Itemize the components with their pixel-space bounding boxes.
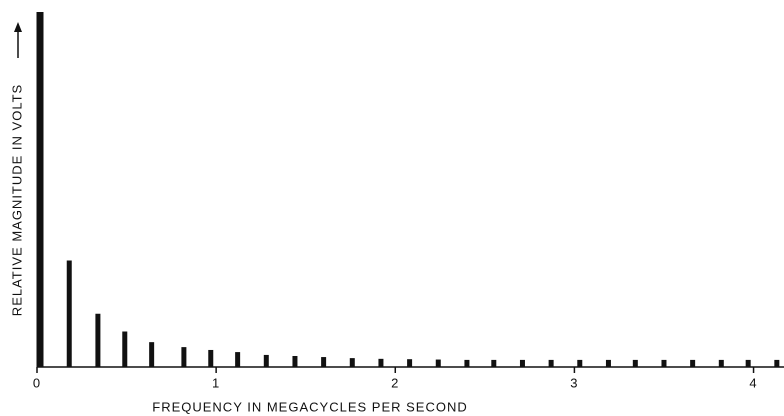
bar: [661, 360, 666, 367]
bar: [690, 360, 695, 367]
bar: [436, 360, 441, 367]
bar: [378, 359, 383, 367]
bar: [407, 359, 412, 367]
x-tick-label: 4: [749, 375, 757, 390]
bar: [520, 360, 525, 367]
bar: [606, 360, 611, 367]
y-axis-label: RELATIVE MAGNITUDE IN VOLTS: [9, 84, 24, 316]
bar: [350, 358, 355, 367]
x-tick-label: 2: [391, 375, 399, 390]
x-tick-label: 1: [212, 375, 220, 390]
x-axis-label: FREQUENCY IN MEGACYCLES PER SECOND: [152, 399, 467, 414]
x-tick-label: 0: [33, 375, 41, 390]
bar: [549, 360, 554, 367]
bar: [37, 12, 44, 367]
x-tick-label: 3: [570, 375, 578, 390]
bar: [122, 332, 127, 368]
bar: [208, 350, 213, 367]
bar: [264, 355, 269, 367]
bar: [719, 360, 724, 367]
bar: [149, 342, 154, 367]
bar: [746, 360, 751, 367]
y-label-arrow: [14, 22, 22, 58]
bar: [321, 357, 326, 367]
bar: [464, 360, 469, 367]
bar: [774, 360, 779, 367]
bar: [235, 352, 240, 367]
bar: [181, 347, 186, 367]
bar: [491, 360, 496, 367]
bar: [633, 360, 638, 367]
bar: [577, 360, 582, 367]
bar: [95, 314, 100, 367]
chart: FREQUENCY IN MEGACYCLES PER SECOND RELAT…: [0, 0, 784, 416]
bar: [67, 261, 72, 368]
bar: [292, 356, 297, 367]
